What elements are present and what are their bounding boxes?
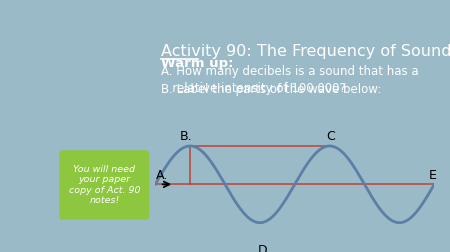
Text: B. Label the parts of the wave below:: B. Label the parts of the wave below: [161, 82, 381, 95]
Text: You will need
your paper
copy of Act. 90
notes!: You will need your paper copy of Act. 90… [68, 164, 140, 204]
Text: C: C [326, 130, 335, 143]
Text: A. How many decibels is a sound that has a
   relative intensity of 100,000?: A. How many decibels is a sound that has… [161, 65, 418, 95]
Text: A.: A. [156, 168, 169, 181]
Text: E: E [429, 169, 436, 181]
FancyBboxPatch shape [59, 151, 149, 220]
Text: Warm up:: Warm up: [161, 57, 234, 70]
FancyBboxPatch shape [56, 30, 405, 224]
Text: B.: B. [180, 130, 193, 143]
Text: Activity 90: The Frequency of Sound: Activity 90: The Frequency of Sound [161, 44, 450, 59]
Text: D: D [258, 243, 267, 252]
